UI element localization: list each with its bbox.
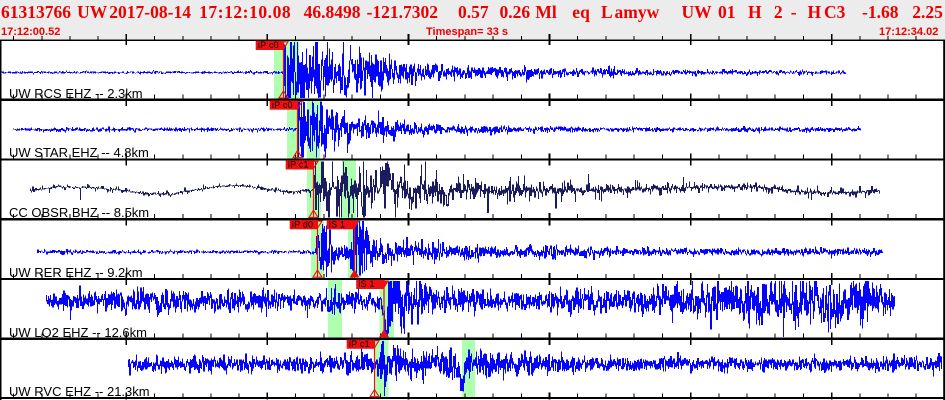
svg-text:iS 1: iS 1: [329, 220, 345, 230]
svg-text:iP c1: iP c1: [288, 160, 309, 170]
svg-text:iP c0: iP c0: [272, 100, 293, 110]
svg-text:iP d0: iP d0: [292, 220, 313, 230]
svg-text:iP c0: iP c0: [258, 40, 279, 50]
svg-text:iS 1: iS 1: [358, 279, 374, 289]
svg-text:iP c1: iP c1: [349, 339, 370, 349]
